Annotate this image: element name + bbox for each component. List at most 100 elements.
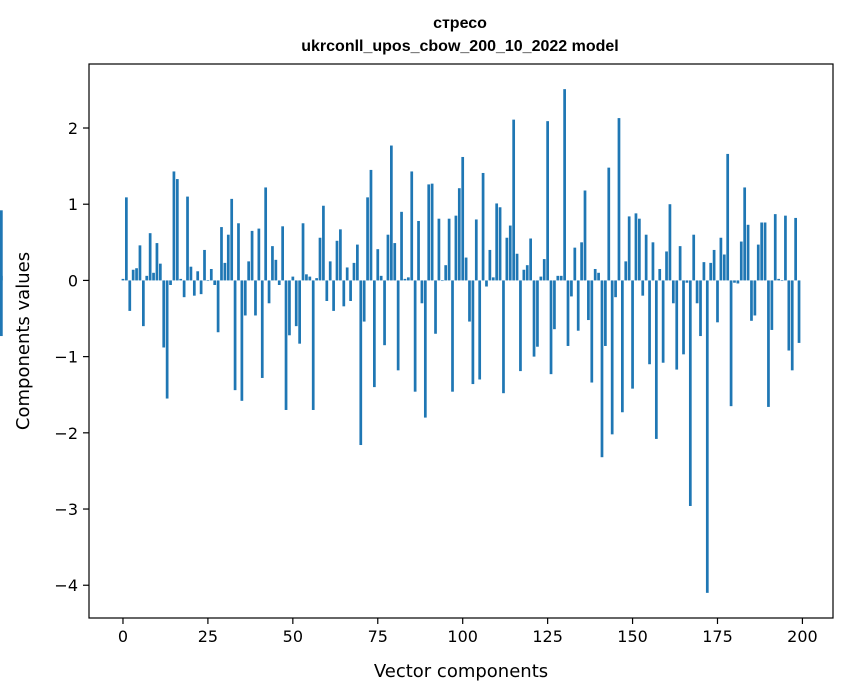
x-tick-label-125: 125 [532,627,563,646]
bar-94 [440,280,444,282]
bar-61 [328,261,332,281]
bar-111 [498,207,502,281]
bar-176 [719,237,723,281]
bar-127 [553,280,556,330]
bar-180 [733,280,736,283]
y-axis-ticks: −4 −3 −2 −1 0 1 2 [54,119,89,595]
bar-26 [209,268,213,281]
bar-88 [420,280,424,304]
bar-60 [325,280,329,301]
bar-53 [301,223,305,281]
bar-68 [352,262,356,281]
bar-66 [345,267,349,281]
bar-22 [196,271,200,281]
bar-105 [478,280,482,380]
bar-80 [393,243,397,281]
bar-28 [216,280,220,333]
bar-62 [332,280,335,311]
bar-121 [532,280,536,357]
bar-16 [175,179,179,281]
bar-190 [767,280,770,407]
bar-117 [519,280,522,372]
bar-160 [665,251,668,281]
bar-54 [305,274,308,281]
plot-frame [88,63,834,619]
bar-193 [777,278,780,281]
bar-136 [583,190,587,281]
bar-86 [413,280,417,392]
bar-138 [590,280,594,383]
bar-25 [206,280,210,282]
bar-137 [587,280,590,321]
bar-33 [233,280,237,391]
bar-35 [240,280,244,401]
bar-81 [396,280,400,371]
bar-142 [604,280,607,346]
bar-128 [556,275,560,281]
bar-162 [671,280,675,304]
bar-50 [291,276,295,281]
bar-82 [400,211,403,281]
bar-170 [699,280,702,337]
bar-92 [434,280,437,334]
chart-title-line2: ukrconll_upos_cbow_200_10_2022 model [301,38,618,55]
bar-87 [417,220,420,281]
bar-72 [366,197,369,281]
bar-44 [271,246,274,281]
bar-135 [580,242,583,281]
bar-70 [359,280,363,446]
bar-91 [430,183,434,281]
bar-174 [712,249,716,281]
bar-114 [508,225,512,281]
bar-3 [131,269,135,281]
bar-20 [189,266,193,281]
bar-112 [502,280,505,394]
bar-101 [464,257,468,281]
bar-98 [454,215,458,281]
bar-90 [427,184,431,281]
bar-157 [654,280,658,439]
bar-30 [223,262,227,281]
bar-110 [495,203,499,281]
bar-115 [512,119,516,281]
bar-21 [192,280,196,296]
bar-95 [444,265,448,281]
y-axis-label: Components values [13,252,34,430]
bar-150 [631,280,634,389]
bar-29 [220,227,223,281]
bar-195 [784,215,787,281]
bar-1 [125,197,128,281]
bar-186 [753,280,757,316]
bar-196 [787,280,791,351]
bar-133 [573,247,577,281]
bar-69 [356,244,359,281]
bar-171 [702,262,706,281]
bar-156 [651,242,655,281]
bars-group [0,89,801,593]
bar-undefined [0,275,3,281]
bar-71 [362,280,366,322]
bar-178 [726,153,730,281]
bar-2 [128,280,132,311]
bar-168 [692,234,696,281]
bar-198 [794,217,797,281]
bar-42 [264,187,268,281]
bar-172 [705,280,709,593]
bar-99 [457,188,461,281]
bar-47 [281,226,284,281]
bar-125 [546,121,549,281]
bar-23 [199,280,203,295]
bar-31 [226,234,230,281]
bar-140 [597,272,600,281]
bar-181 [736,280,740,284]
bar-108 [488,249,492,281]
bar-164 [678,246,682,281]
bar-4 [135,268,138,281]
bar-119 [525,265,529,281]
bar-40 [257,228,261,281]
chart-title-line1: стресо [433,15,487,32]
x-tick-label-50: 50 [283,627,303,646]
bar-8 [148,233,152,281]
bar-48 [284,280,288,410]
y-tick-label-1: 1 [68,195,78,214]
